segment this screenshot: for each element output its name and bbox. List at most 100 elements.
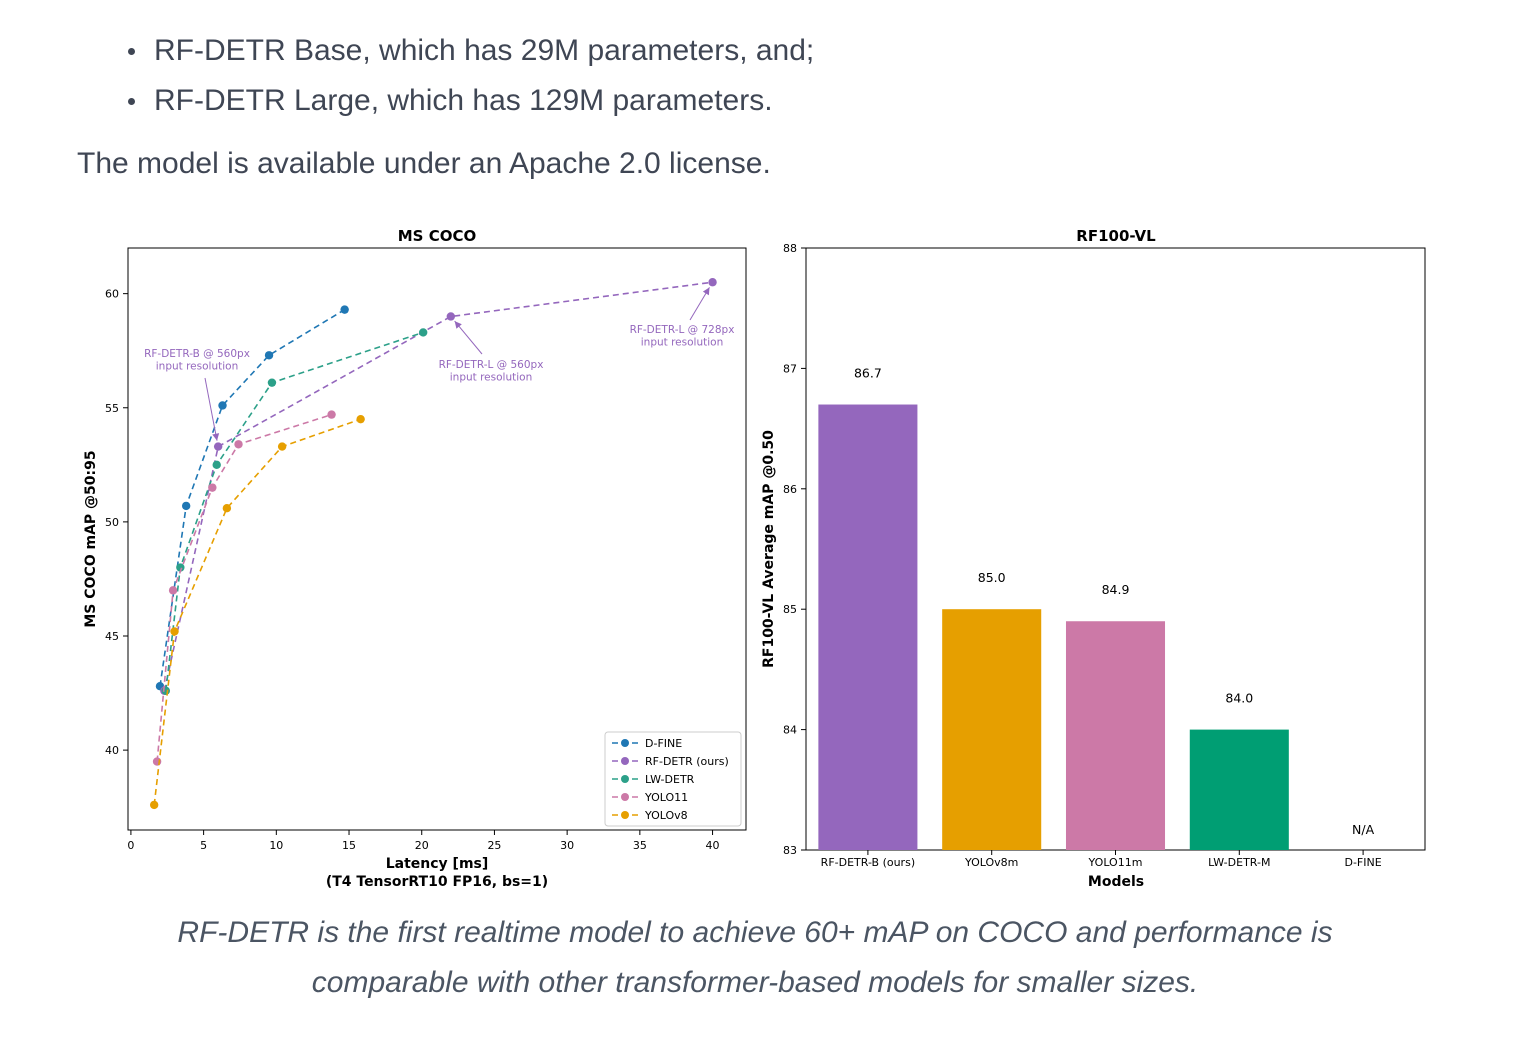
rf100-ylabel: RF100-VL Average mAP @0.50 [761,430,777,668]
data-point [222,503,232,513]
bar-group: 84.9 YOLO11m [1065,582,1166,869]
annotation-text: RF-DETR-L @ 560px [439,359,544,371]
figure-caption: RF-DETR is the first realtime model to a… [0,908,1510,1008]
x-tick-label: 0 [127,839,134,852]
data-point [327,410,336,419]
ms-coco-legend: D-FINE RF-DETR (ours) LW-DETR YOLO11 YOLOv8 [604,731,742,827]
bar-value-label: 84.9 [1102,582,1130,597]
y-tick-label: 85 [783,603,797,616]
bar [818,404,918,850]
y-tick-label: 86 [783,483,797,496]
data-point [708,278,717,287]
data-point [267,378,277,387]
annotation-arrow [454,320,483,355]
x-tick-label: 20 [415,839,429,852]
bar-group: 84.0 LW-DETR-M [1189,691,1289,869]
data-point [213,442,223,451]
bar [1065,621,1166,850]
bar [1189,729,1289,850]
legend-swatch-marker [621,739,629,747]
data-point [264,351,274,360]
legend-box [604,731,742,827]
y-tick-label: 84 [783,724,797,737]
series-line [156,413,332,762]
x-tick-label: 40 [706,839,720,852]
legend-label: YOLOv8 [644,809,688,822]
data-point [176,563,185,572]
legend-item: LW-DETR [612,773,695,786]
x-tick-label: LW-DETR-M [1208,856,1270,869]
x-tick-label: 25 [487,839,501,852]
legend-item: D-FINE [612,737,682,750]
bar-value-label: 84.0 [1225,691,1253,706]
legend-swatch-marker [621,757,629,765]
rf100-title: RF100-VL [1076,227,1156,245]
rf100-vl-chart: RF100-VL Models RF100-VL Average mAP @0.… [761,227,1426,890]
series-lw-detr [161,328,428,695]
bar [942,609,1042,850]
ms-coco-plot-frame [127,247,747,831]
legend-item: YOLO11 [612,791,688,804]
data-point [446,312,456,321]
data-point [168,586,178,595]
ms-coco-xlabel-line2: (T4 TensorRT10 FP16, bs=1) [326,874,548,890]
x-tick-label: RF-DETR-B (ours) [821,856,915,869]
y-tick-label: 45 [105,630,119,643]
annotation-text: RF-DETR-B @ 560px [144,348,250,360]
legend-item: YOLOv8 [612,809,688,822]
legend-swatch-marker [621,811,629,819]
y-tick-label: 55 [105,402,119,415]
x-tick-label: YOLOv8m [964,856,1018,869]
y-tick-label: 83 [783,844,797,857]
caption-line: RF-DETR is the first realtime model to a… [177,916,1333,949]
data-point [212,460,221,470]
bar-group: 85.0 YOLOv8m [942,570,1042,869]
legend-swatch-marker [621,793,629,801]
series-line [153,418,361,805]
license-paragraph: The model is available under an Apache 2… [77,147,771,180]
y-tick-label: 40 [105,744,119,757]
x-tick-label: 10 [269,839,283,852]
data-point [356,414,365,424]
caption-line: comparable with other transformer-based … [311,966,1199,999]
annotation-arrowhead [702,287,710,296]
data-point [161,686,171,695]
bar-value-label: 85.0 [978,570,1006,585]
data-point [208,483,217,492]
data-point [181,501,191,511]
bar-group: N/A D-FINE [1344,822,1381,869]
bar-value-label: N/A [1352,822,1375,837]
legend-label: D-FINE [645,737,682,750]
annotation-text: RF-DETR-L @ 728px [630,324,735,336]
ms-coco-chart: MS COCO Latency [ms] (T4 TensorRT10 FP16… [83,227,747,890]
bullet-item: RF-DETR Large, which has 129M parameters… [126,76,814,126]
series-yolo11 [152,410,336,766]
annotation-arrowhead [212,433,220,441]
annotation-text: input resolution [641,337,723,349]
data-point [277,442,287,451]
legend-label: LW-DETR [645,773,695,786]
annotation-text: input resolution [450,372,532,384]
y-tick-label: 88 [783,242,797,255]
data-point [218,401,227,410]
ms-coco-title: MS COCO [398,227,476,245]
bar-value-label: 86.7 [854,366,882,381]
bar-group: 86.7 RF-DETR-B (ours) [818,366,918,869]
data-point [340,305,349,314]
y-tick-label: 87 [783,362,797,375]
annotation-text: input resolution [156,361,238,373]
x-tick-label: D-FINE [1344,856,1381,869]
series-line [163,281,713,691]
legend-item: RF-DETR (ours) [612,755,729,768]
annotation-arrow [204,377,218,441]
annotation-arrowhead [454,321,462,329]
series-yolov8 [149,414,365,810]
x-tick-label: 30 [560,839,574,852]
data-point [170,627,179,636]
x-tick-label: 35 [633,839,647,852]
x-tick-label: YOLO11m [1088,856,1143,869]
data-point [149,800,159,810]
